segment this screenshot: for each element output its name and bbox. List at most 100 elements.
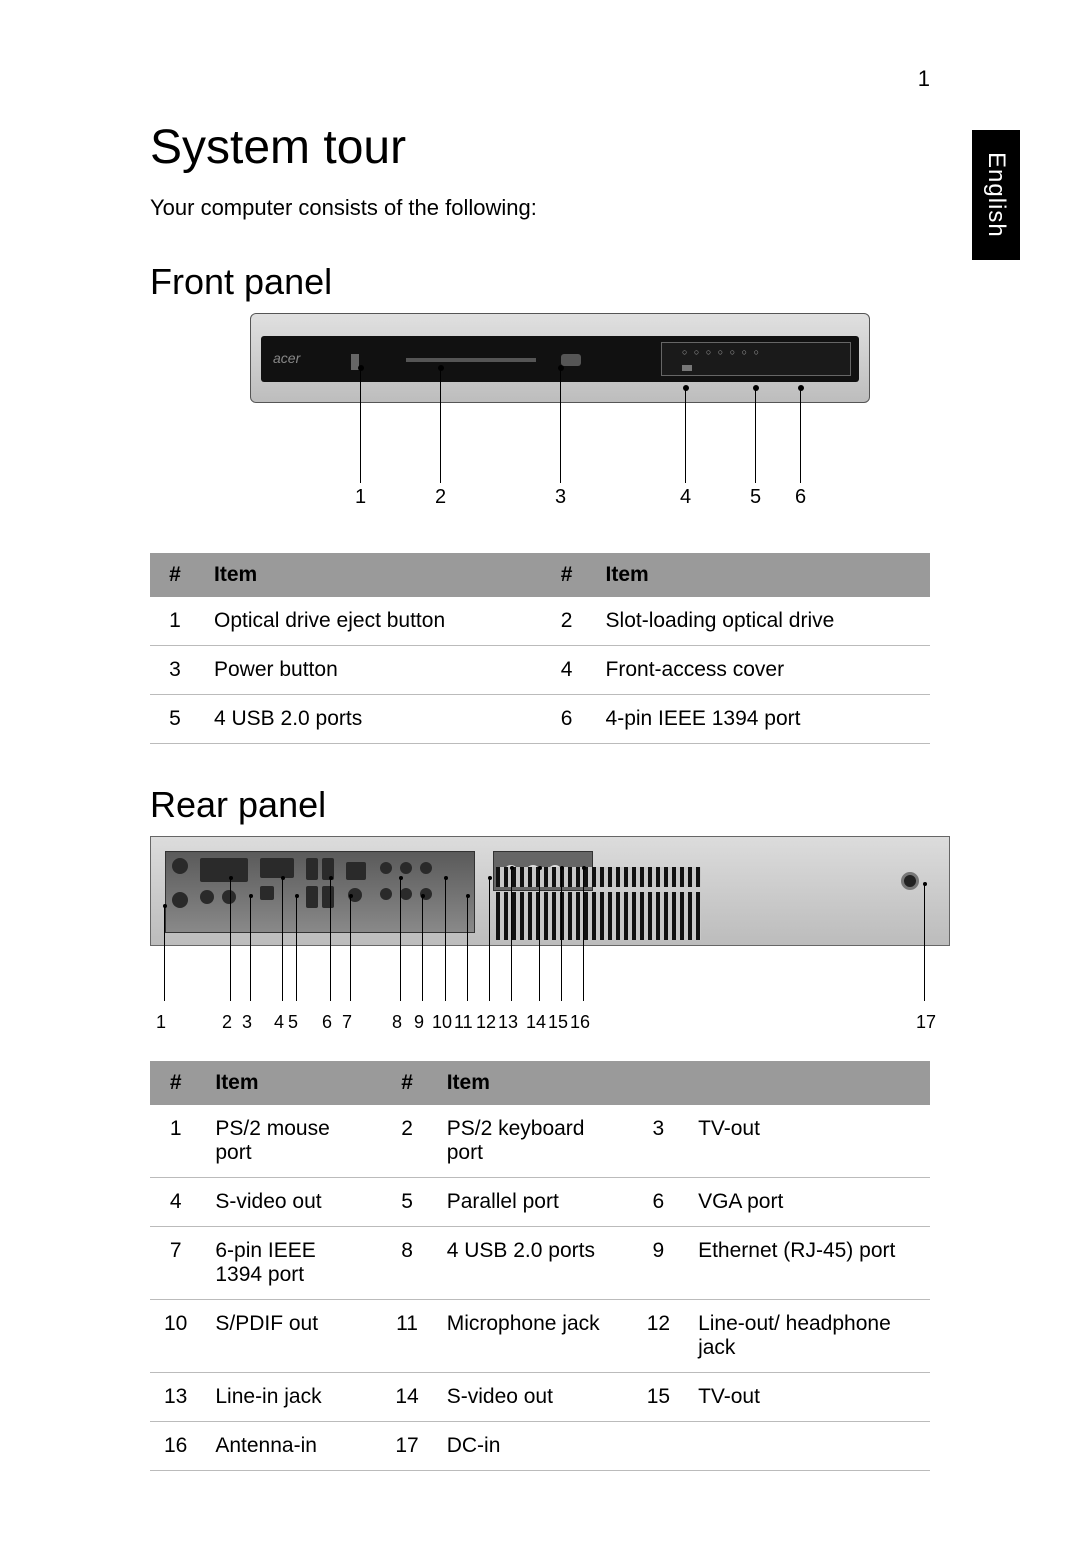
usb-port-icon — [306, 886, 318, 908]
rear-panel-table: # Item # Item 1PS/2 mouse port2PS/2 keyb… — [150, 1061, 930, 1471]
th-item: Item — [201, 1061, 381, 1105]
rear-callout-line — [539, 868, 540, 1001]
rear-panel-diagram: 1234567891011121314151617 — [150, 836, 950, 1036]
cell-number: 17 — [381, 1422, 432, 1471]
cell-number: 15 — [633, 1373, 684, 1422]
callout-number: 3 — [555, 486, 566, 509]
rear-device-illustration — [150, 836, 950, 946]
rear-callout-line — [583, 868, 584, 1001]
audio-jack-icon — [380, 862, 392, 874]
cell-number: 6 — [542, 695, 592, 744]
rear-callout-number: 16 — [570, 1012, 590, 1033]
tvout-port-icon — [222, 890, 236, 904]
cell-number: 5 — [381, 1178, 432, 1227]
callout-dot-icon — [798, 385, 804, 391]
vent-grille-icon — [496, 867, 701, 887]
language-tab: English — [972, 130, 1020, 260]
callout-dot-icon — [438, 365, 444, 371]
ieee1394-port-icon — [260, 886, 274, 900]
callout-number: 5 — [750, 486, 761, 509]
ethernet-port-icon — [346, 862, 366, 880]
rear-callout-number: 13 — [498, 1012, 518, 1033]
rear-callout-line — [467, 896, 468, 1001]
rear-callout-number: 17 — [916, 1012, 936, 1033]
cell-item: 6-pin IEEE 1394 port — [201, 1227, 381, 1300]
optical-slot-icon — [406, 358, 536, 362]
rear-callout-number: 12 — [476, 1012, 496, 1033]
rear-callout-line — [511, 868, 512, 1001]
cell-number: 4 — [150, 1178, 201, 1227]
table-row: 3Power button4Front-access cover — [150, 646, 930, 695]
cell-item: Antenna-in — [201, 1422, 381, 1471]
callout-dot-icon — [421, 894, 425, 898]
cell-number: 11 — [381, 1300, 432, 1373]
cell-item: TV-out — [684, 1373, 930, 1422]
callout-dot-icon — [399, 876, 403, 880]
usb-port-icon — [322, 886, 334, 908]
cell-number: 3 — [150, 646, 200, 695]
cell-number: 16 — [150, 1422, 201, 1471]
cell-item: Line-out/ headphone jack — [684, 1300, 930, 1373]
rear-callout-numbers: 1234567891011121314151617 — [150, 1012, 950, 1036]
callout-dot-icon — [558, 365, 564, 371]
callout-dot-icon — [444, 876, 448, 880]
rear-callout-line — [296, 896, 297, 1001]
rear-callout-number: 14 — [526, 1012, 546, 1033]
rear-callout-line — [924, 884, 925, 1001]
rear-callout-number: 5 — [288, 1012, 298, 1033]
table-row: 1PS/2 mouse port2PS/2 keyboard port3TV-o… — [150, 1105, 930, 1178]
cover-dots-icon: ○ ○ ○ ○ ○ ○ ○ — [682, 347, 761, 357]
callout-dot-icon — [295, 894, 299, 898]
rear-callout-line — [282, 878, 283, 1001]
cell-item: PS/2 keyboard port — [433, 1105, 633, 1178]
cell-number: 7 — [150, 1227, 201, 1300]
callout-dot-icon — [229, 876, 233, 880]
callout-dot-icon — [249, 894, 253, 898]
callout-dot-icon — [923, 882, 927, 886]
page-title: System tour — [150, 120, 930, 175]
rear-callout-line — [250, 896, 251, 1001]
front-panel-heading: Front panel — [150, 261, 930, 303]
vga-port-icon — [260, 858, 294, 878]
cell-number: 2 — [542, 597, 592, 646]
callout-dot-icon — [329, 876, 333, 880]
cover-port-icon — [682, 365, 692, 371]
rear-callout-number: 11 — [454, 1012, 473, 1033]
cell-item: Slot-loading optical drive — [592, 597, 930, 646]
cell-number — [633, 1422, 684, 1471]
language-label: English — [982, 152, 1010, 238]
rear-callout-number: 10 — [432, 1012, 452, 1033]
rear-callout-number: 4 — [274, 1012, 284, 1033]
callout-dot-icon — [560, 866, 564, 870]
callout-dot-icon — [510, 866, 514, 870]
cell-item: Parallel port — [433, 1178, 633, 1227]
page-number: 1 — [918, 66, 930, 92]
callout-number: 1 — [355, 486, 366, 509]
cell-item: TV-out — [684, 1105, 930, 1178]
table-row: 76-pin IEEE 1394 port84 USB 2.0 ports9Et… — [150, 1227, 930, 1300]
front-callout-line: 3 — [560, 368, 561, 483]
front-callout-line: 5 — [755, 388, 756, 483]
cell-item: S-video out — [433, 1373, 633, 1422]
cell-item: DC-in — [433, 1422, 633, 1471]
table-header-row: # Item # Item — [150, 1061, 930, 1105]
rear-callout-number: 7 — [342, 1012, 352, 1033]
callout-number: 2 — [435, 486, 446, 509]
dc-in-port-icon — [901, 872, 919, 890]
cell-item: Line-in jack — [201, 1373, 381, 1422]
rear-callout-line — [445, 878, 446, 1001]
cell-item: Optical drive eject button — [200, 597, 542, 646]
power-button-icon — [561, 354, 581, 366]
th-num: # — [150, 553, 200, 597]
callout-dot-icon — [466, 894, 470, 898]
th-item: Item — [592, 553, 930, 597]
th-num: # — [542, 553, 592, 597]
cell-number: 1 — [150, 1105, 201, 1178]
callout-dot-icon — [753, 385, 759, 391]
table-header-row: # Item # Item — [150, 553, 930, 597]
rear-callout-line — [400, 878, 401, 1001]
audio-jack-icon — [420, 862, 432, 874]
th-item: Item — [200, 553, 542, 597]
front-logo: acer — [273, 350, 300, 366]
front-access-cover-icon: ○ ○ ○ ○ ○ ○ ○ — [661, 342, 851, 376]
